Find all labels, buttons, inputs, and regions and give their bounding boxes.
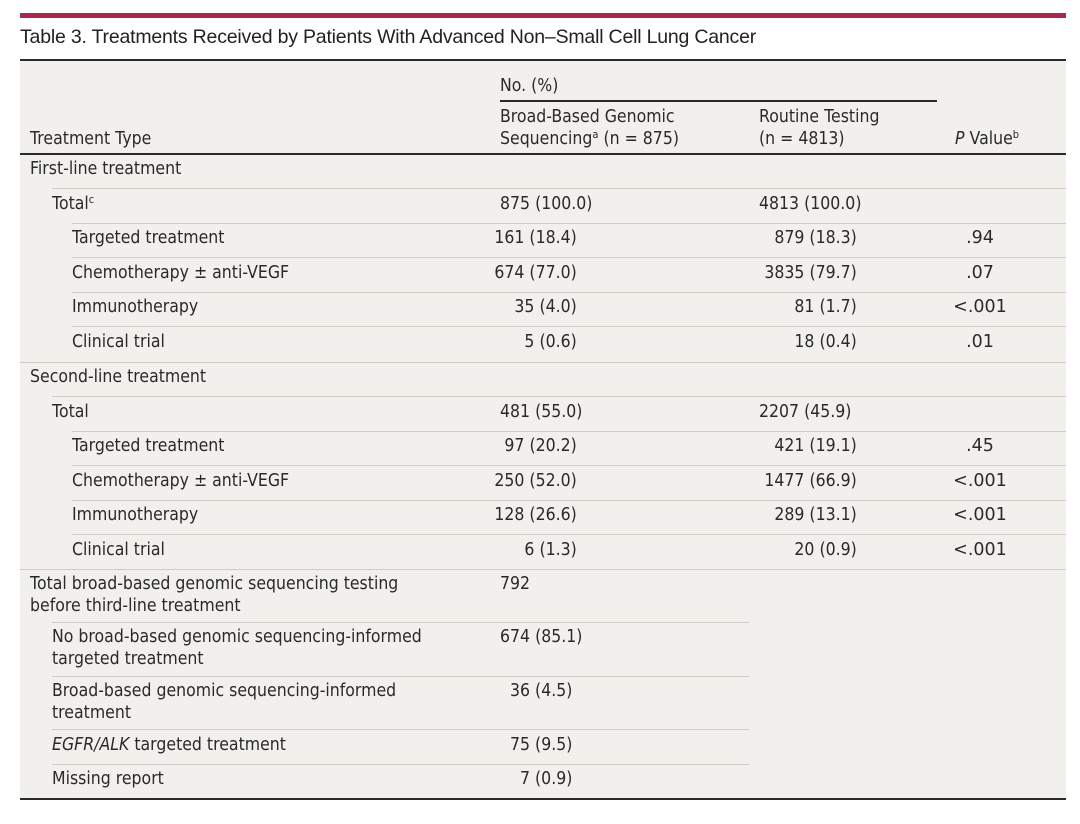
row-c1: 674 (77.0) (494, 262, 577, 283)
row-divider (72, 431, 1066, 432)
third-row-3-c1: 75 (9.5) (510, 735, 573, 755)
row-label: Targeted treatment (72, 436, 225, 456)
row-divider (72, 534, 1066, 536)
third-label-line2: before third-line treatment (30, 596, 241, 616)
row-p-value: <.001 (953, 505, 1007, 526)
second-total-label: Total (52, 402, 89, 422)
row-c1: 97 (20.2) (504, 436, 577, 456)
row-divider (52, 396, 1066, 397)
row-c2: 879 (18.3) (774, 228, 857, 248)
third-label-line1: Total broad-based genomic sequencing tes… (30, 574, 399, 594)
row-divider (72, 291, 1066, 293)
col1-header-line1: Broad-Based Genomic (500, 107, 675, 127)
row-divider (72, 326, 1066, 328)
row-p-value: <.001 (953, 470, 1007, 491)
total-text: Total (52, 194, 89, 214)
third-row-2-line1: Broad-based genomic sequencing-informed (52, 681, 397, 701)
third-row-1-c1: 674 (85.1) (500, 627, 583, 647)
col2-header-line2: (n = 4813) (759, 129, 845, 149)
col2-header-line1: Routine Testing (759, 107, 880, 127)
row-label: Chemotherapy ± anti-VEGF (72, 470, 290, 491)
second-total-c1: 481 (55.0) (500, 402, 583, 422)
row-label: Chemotherapy ± anti-VEGF (72, 262, 290, 283)
row-divider (72, 499, 1066, 501)
col1-header-line2: Sequencinga (n = 875) (500, 129, 679, 149)
first-total-c1: 875 (100.0) (500, 194, 593, 214)
row-p-value: .01 (966, 331, 994, 352)
row-label: Clinical trial (72, 331, 165, 352)
row-c2: 289 (13.1) (774, 505, 857, 526)
row-c1: 5 (0.6) (524, 331, 577, 352)
section-first-line: First-line treatment (30, 159, 182, 179)
row-divider (52, 764, 749, 765)
third-row-2-c1: 36 (4.5) (510, 681, 573, 701)
row-p-value: .94 (966, 228, 994, 248)
group-header: No. (%) (500, 76, 559, 96)
third-row-4-c1: 7 (0.9) (520, 769, 573, 789)
row-divider (72, 465, 1066, 466)
accent-rule (20, 13, 1066, 18)
footnote-b: b (1012, 128, 1020, 141)
data-table: No. (%) Broad-Based Genomic Sequencinga … (20, 59, 1066, 800)
row-divider (52, 188, 1066, 189)
footnote-c: c (88, 193, 95, 206)
row-p-value: .45 (966, 436, 994, 456)
third-row-1-line2: targeted treatment (52, 649, 204, 669)
row-c1: 6 (1.3) (524, 539, 577, 560)
row-c1: 161 (18.4) (494, 228, 577, 248)
first-total-c2: 4813 (100.0) (759, 194, 862, 214)
row-c1: 250 (52.0) (494, 470, 577, 491)
row-p-value: .07 (966, 262, 994, 283)
gene-names: EGFR/ALK (52, 735, 130, 755)
third-row-3-label: EGFR/ALK targeted treatment (52, 735, 286, 755)
row-label: Immunotherapy (72, 297, 199, 318)
p-value-header: P Valueb (955, 129, 1019, 149)
row-label: Immunotherapy (72, 505, 199, 526)
footnote-a: a (592, 128, 599, 141)
row-c2: 421 (19.1) (774, 436, 857, 456)
row-c1: 128 (26.6) (494, 505, 577, 526)
section-second-line: Second-line treatment (30, 367, 207, 387)
row-divider (72, 223, 1066, 224)
third-row-2-line2: treatment (52, 703, 132, 723)
third-row-4-label: Missing report (52, 769, 164, 789)
first-total-label: Totalc (52, 194, 94, 214)
label-rest: targeted treatment (129, 735, 286, 755)
row-p-value: <.001 (953, 539, 1007, 560)
second-total-c2: 2207 (45.9) (759, 402, 852, 422)
p-rest: Value (964, 129, 1013, 149)
col1-header-n: (n = 875) (598, 129, 679, 149)
row-c2: 18 (0.4) (794, 331, 857, 352)
col1-header-text: Sequencing (500, 129, 593, 149)
row-c2: 3835 (79.7) (764, 262, 857, 283)
row-p-value: <.001 (953, 297, 1007, 318)
row-label: Targeted treatment (72, 228, 225, 248)
row-c2: 81 (1.7) (794, 297, 857, 318)
row-divider (52, 676, 749, 677)
row-divider (20, 569, 1066, 570)
row-c1: 35 (4.0) (514, 297, 577, 318)
third-row-1-line1: No broad-based genomic sequencing-inform… (52, 627, 422, 647)
row-c2: 1477 (66.9) (764, 470, 857, 491)
row-divider (52, 729, 749, 730)
table-title: Table 3. Treatments Received by Patients… (20, 26, 757, 48)
row-divider (20, 362, 1066, 363)
third-value: 792 (500, 574, 531, 594)
header-rule (20, 153, 1066, 155)
row-divider (72, 257, 1066, 258)
row-divider (52, 622, 749, 623)
row-c2: 20 (0.9) (794, 539, 857, 560)
row-label: Clinical trial (72, 539, 165, 560)
p-italic: P (955, 129, 965, 149)
group-header-rule (500, 100, 937, 102)
treatment-type-header: Treatment Type (30, 129, 152, 149)
